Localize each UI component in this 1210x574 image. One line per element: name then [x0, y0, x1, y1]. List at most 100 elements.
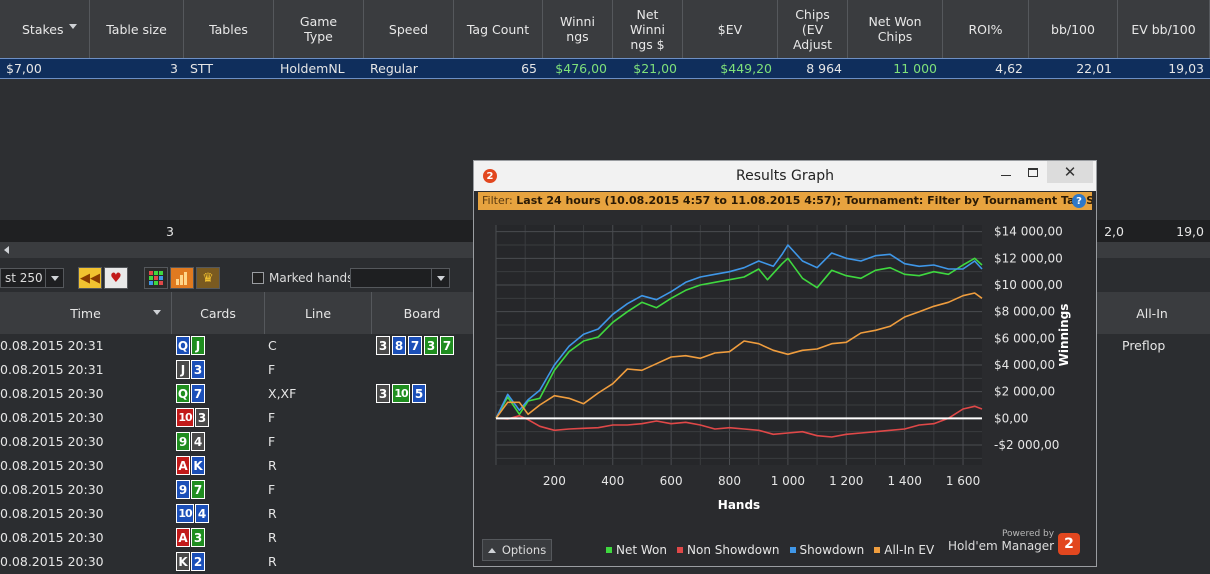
cell-net-winnings: $21,00: [633, 61, 677, 76]
playing-card: 2: [191, 552, 205, 571]
stats-col-9[interactable]: Chips (EV Adjust: [778, 0, 848, 58]
stats-col-3[interactable]: Game Type: [274, 0, 364, 58]
chevron-down-icon[interactable]: [45, 269, 63, 287]
col-line[interactable]: Line: [265, 292, 372, 334]
col-allin[interactable]: All-In: [1094, 292, 1210, 334]
series-line-1: [495, 405, 983, 438]
marked-hands-checkbox[interactable]: [252, 272, 264, 284]
hand-line: F: [268, 482, 276, 497]
scroll-left-icon[interactable]: [4, 246, 9, 254]
hand-row[interactable]: 0.08.2015 20:31 Q J C 3 8 7 3 7 Preflop: [0, 334, 1210, 358]
stats-table-header: Stakes Table size Tables Game Type Speed Tag …: [0, 0, 1210, 58]
hand-row[interactable]: 0.08.2015 20:31 J 3 F: [0, 358, 1210, 382]
window-titlebar[interactable]: 2 Results Graph ✕: [474, 161, 1096, 191]
options-button[interactable]: Options: [482, 539, 552, 561]
legend-item[interactable]: Non Showdown: [677, 543, 780, 557]
stats-col-0[interactable]: Stakes: [0, 0, 90, 58]
hand-line: R: [268, 506, 277, 521]
hand-row[interactable]: 0.08.2015 20:30 9 7 F: [0, 478, 1210, 502]
chart-axes: 200 400 600 800 1 000 1 200 1 400 1 600 -$2 000,…: [496, 225, 1071, 512]
sort-desc-icon: [153, 310, 161, 315]
stats-col-2[interactable]: Tables: [184, 0, 274, 58]
hand-row[interactable]: 0.08.2015 20:30 10 3 F: [0, 406, 1210, 430]
x-tick-label: 1 600: [946, 474, 980, 488]
replayer-button[interactable]: ♥: [104, 267, 128, 289]
y-tick-label: $2 000,00: [994, 385, 1055, 399]
cell-tables: STT: [190, 61, 213, 76]
minimize-button[interactable]: [992, 161, 1020, 183]
board-card: 3: [424, 336, 438, 355]
range-grid-button[interactable]: [144, 267, 168, 289]
trophy-button[interactable]: ♛: [196, 267, 220, 289]
x-tick-label: 1 000: [771, 474, 805, 488]
board-card: 3: [376, 384, 390, 403]
legend-item[interactable]: All-In EV: [874, 543, 934, 557]
legend-item[interactable]: Showdown: [789, 543, 864, 557]
col-cards[interactable]: Cards: [172, 292, 265, 334]
stats-col-11[interactable]: ROI%: [943, 0, 1029, 58]
stats-col-label: Table size: [106, 21, 167, 37]
last-hands-select[interactable]: st 250: [0, 268, 64, 288]
playing-card: J: [191, 336, 205, 355]
hand-line: R: [268, 530, 277, 545]
hand-allin: Preflop: [1122, 338, 1166, 353]
stats-col-label: EV bb/100: [1131, 21, 1196, 37]
stats-col-4[interactable]: Speed: [364, 0, 454, 58]
stats-col-5[interactable]: Tag Count: [454, 0, 543, 58]
board-card: 8: [392, 336, 406, 355]
marked-hands-select[interactable]: [350, 268, 450, 288]
powered-by-label: Powered by: [1001, 529, 1055, 539]
window-title: Results Graph: [736, 168, 834, 184]
stats-col-8[interactable]: $EV: [683, 0, 778, 58]
playing-card: K: [191, 456, 205, 475]
rewind-button[interactable]: ◀◀: [78, 267, 102, 289]
cell-game-type: HoldemNL: [280, 61, 345, 76]
y-tick-label: $6 000,00: [994, 331, 1055, 345]
stats-col-12[interactable]: bb/100: [1029, 0, 1118, 58]
stats-col-1[interactable]: Table size: [90, 0, 184, 58]
stats-table-row[interactable]: $7,00 3 STT HoldemNL Regular 65 $476,00 …: [0, 58, 1210, 79]
maximize-button[interactable]: [1019, 161, 1047, 183]
hand-line: R: [268, 554, 277, 569]
playing-card: 7: [191, 384, 205, 403]
series-line-3: [495, 292, 983, 419]
hand-row[interactable]: 0.08.2015 20:30 9 4 F: [0, 430, 1210, 454]
x-tick-label: 1 400: [887, 474, 921, 488]
stats-col-13[interactable]: EV bb/100: [1118, 0, 1210, 58]
results-graph-window: 2 Results Graph ✕ Filter: Last 24 hours …: [473, 160, 1097, 567]
legend-swatch: [606, 547, 612, 553]
hand-time: 0.08.2015 20:30: [0, 410, 104, 425]
stats-col-label: bb/100: [1051, 21, 1095, 37]
chart-legend: Net Won Non Showdown Showdown All-In EV: [606, 543, 934, 557]
legend-item[interactable]: Net Won: [606, 543, 667, 557]
help-icon[interactable]: ?: [1072, 194, 1086, 208]
hand-row[interactable]: 0.08.2015 20:30 10 4 R: [0, 502, 1210, 526]
bar-chart-icon: [176, 272, 187, 285]
hand-row[interactable]: 0.08.2015 20:30 Q 7 X,XF 3 10 5: [0, 382, 1210, 406]
close-button[interactable]: ✕: [1047, 161, 1093, 183]
minimize-icon: [1001, 174, 1011, 176]
cell-bb100: 22,01: [1076, 61, 1112, 76]
chevron-down-icon[interactable]: [431, 269, 449, 287]
playing-cards-icon: ♥: [110, 270, 122, 286]
hand-row[interactable]: 0.08.2015 20:30 K 2 R: [0, 550, 1210, 574]
results-chart: 200 400 600 800 1 000 1 200 1 400 1 600 -$2 000,…: [495, 225, 1071, 512]
stats-col-6[interactable]: Winni ngs: [543, 0, 613, 58]
hand-row[interactable]: 0.08.2015 20:30 A 3 R: [0, 526, 1210, 550]
stats-col-7[interactable]: Net Winni ngs $: [613, 0, 683, 58]
stats-col-label: Stakes: [22, 21, 64, 37]
chart-series: [495, 244, 983, 438]
last-hands-select-value: st 250: [5, 271, 43, 285]
filter-bar[interactable]: Filter: Last 24 hours (10.08.2015 4:57 t…: [478, 192, 1092, 210]
hand-row[interactable]: 0.08.2015 20:30 A K R: [0, 454, 1210, 478]
hand-time: 0.08.2015 20:30: [0, 482, 104, 497]
stats-col-10[interactable]: Net Won Chips: [848, 0, 943, 58]
col-board[interactable]: Board: [372, 292, 472, 334]
cell-stakes: $7,00: [6, 61, 42, 76]
graph-button[interactable]: [170, 267, 194, 289]
filter-label: Filter:: [482, 194, 513, 207]
playing-card: 10: [176, 504, 194, 523]
col-time[interactable]: Time: [0, 292, 172, 334]
y-axis-title: Winnings: [1057, 304, 1071, 367]
